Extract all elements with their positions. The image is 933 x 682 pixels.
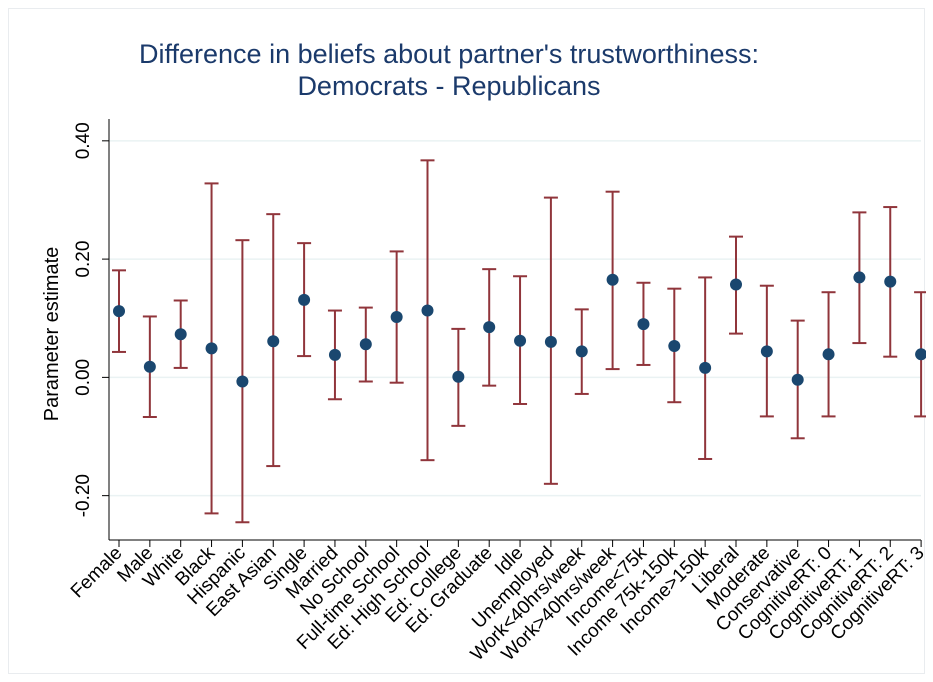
estimate-point-4 (236, 375, 249, 388)
estimate-point-17 (637, 318, 650, 331)
estimate-point-5 (267, 335, 280, 348)
estimate-point-26 (915, 348, 926, 361)
chart-panel: Difference in beliefs about partner's tr… (8, 8, 926, 674)
estimate-point-23 (822, 348, 835, 361)
estimate-point-12 (483, 321, 496, 334)
y-tick-label-1: 0.00 (73, 359, 94, 396)
estimate-point-20 (730, 278, 742, 291)
estimate-point-16 (606, 273, 619, 286)
gridlines (109, 140, 921, 497)
estimate-point-15 (575, 345, 588, 358)
estimate-point-19 (699, 361, 712, 374)
estimate-points (113, 271, 926, 388)
estimate-point-25 (884, 275, 897, 288)
estimate-point-3 (205, 342, 218, 355)
estimate-point-8 (359, 338, 372, 351)
y-tick-label-0: -0.20 (73, 474, 94, 517)
estimate-point-2 (174, 328, 187, 341)
estimate-point-22 (791, 373, 804, 386)
estimate-point-7 (328, 348, 341, 361)
estimate-point-9 (390, 311, 403, 324)
y-tick-labels: -0.20 0.00 0.20 0.40 (73, 122, 94, 517)
estimate-point-21 (760, 345, 773, 358)
chart-subtitle: Democrats - Republicans (297, 71, 600, 101)
y-tick-label-2: 0.20 (73, 241, 94, 278)
estimate-point-11 (452, 370, 465, 383)
estimate-point-1 (143, 360, 156, 373)
y-axis-label: Parameter estimate (41, 247, 63, 422)
chart: Difference in beliefs about partner's tr… (41, 39, 926, 665)
estimate-point-24 (853, 271, 866, 284)
estimate-point-6 (298, 293, 311, 306)
chart-title: Difference in beliefs about partner's tr… (139, 39, 759, 69)
estimate-point-13 (514, 334, 527, 347)
estimate-point-14 (544, 335, 557, 348)
y-tick-label-3: 0.40 (73, 122, 94, 159)
estimate-point-18 (668, 340, 681, 353)
estimate-point-0 (113, 305, 125, 318)
axes (102, 119, 922, 547)
estimate-point-10 (421, 304, 434, 317)
